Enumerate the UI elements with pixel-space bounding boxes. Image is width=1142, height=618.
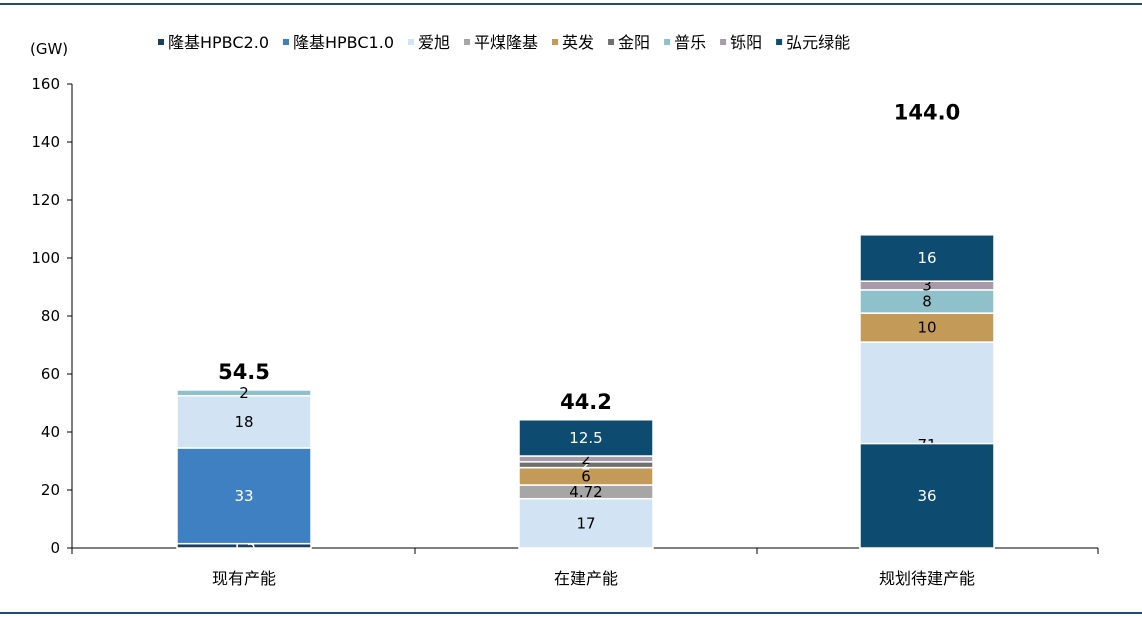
data-label: 4.72: [569, 483, 602, 501]
bar-segment: [518, 497, 654, 549]
data-label: 2: [581, 456, 591, 474]
bar-segment: [518, 419, 654, 457]
data-label: 18: [234, 413, 253, 431]
data-label: 17: [576, 514, 595, 532]
bar-segment: [176, 389, 312, 397]
legend-entry: 平煤隆基: [474, 33, 538, 52]
legend-entry: 金阳: [618, 33, 650, 52]
legend-entry: 爱旭: [418, 33, 450, 52]
total-label: 44.2: [560, 390, 612, 414]
y-tick-label: 80: [41, 307, 60, 325]
data-label: 36: [917, 487, 936, 505]
data-label: 3: [922, 277, 932, 295]
legend-entry: 英发: [562, 33, 594, 52]
legend-swatch: [158, 39, 164, 45]
bar-segment: [859, 442, 995, 549]
bar-segment: [176, 395, 312, 449]
data-label: 2: [581, 450, 591, 468]
data-label: 8: [922, 293, 932, 311]
x-category-label: 在建产能: [554, 569, 618, 588]
y-tick-label: 160: [31, 75, 60, 93]
data-label: 6: [581, 467, 591, 485]
y-tick-label: 40: [41, 423, 60, 441]
legend-swatch: [776, 39, 783, 45]
legend-swatch: [664, 39, 671, 45]
legend-entry: 隆基HPBC1.0: [293, 33, 394, 52]
legend-swatch: [552, 39, 559, 45]
x-category-label: 规划待建产能: [879, 569, 975, 588]
y-tick-label: 20: [41, 481, 60, 499]
legend-swatch: [283, 39, 289, 45]
bottom-rule: [0, 612, 1142, 614]
legend-entry: 普乐: [674, 33, 706, 52]
y-tick-label: 140: [31, 133, 60, 151]
data-label: 16: [917, 249, 936, 267]
data-label: 12.5: [569, 429, 602, 447]
y-tick-label: 100: [31, 249, 60, 267]
bar-segment: [859, 234, 995, 282]
bar-segment: [859, 312, 995, 343]
data-label: 33: [234, 487, 253, 505]
y-tick-label: 0: [50, 539, 60, 557]
legend-swatch: [720, 39, 727, 45]
legend-swatch: [464, 39, 471, 45]
top-rule: [0, 3, 1142, 5]
total-label: 144.0: [894, 100, 960, 124]
x-category-label: 现有产能: [212, 569, 276, 588]
data-label: 10: [917, 319, 936, 337]
legend-entry: 隆基HPBC2.0: [168, 33, 269, 52]
y-tick-label: 60: [41, 365, 60, 383]
legend-swatch: [608, 39, 615, 45]
legend-entry: 弘元绿能: [786, 33, 850, 52]
y-tick-label: 120: [31, 191, 60, 209]
legend-entry: 铄阳: [730, 33, 762, 52]
y-axis-unit-label: (GW): [30, 40, 68, 58]
data-label: 2: [239, 384, 249, 402]
total-label: 54.5: [218, 360, 270, 384]
legend-swatch: [408, 39, 414, 45]
bar-segment: [176, 447, 312, 545]
